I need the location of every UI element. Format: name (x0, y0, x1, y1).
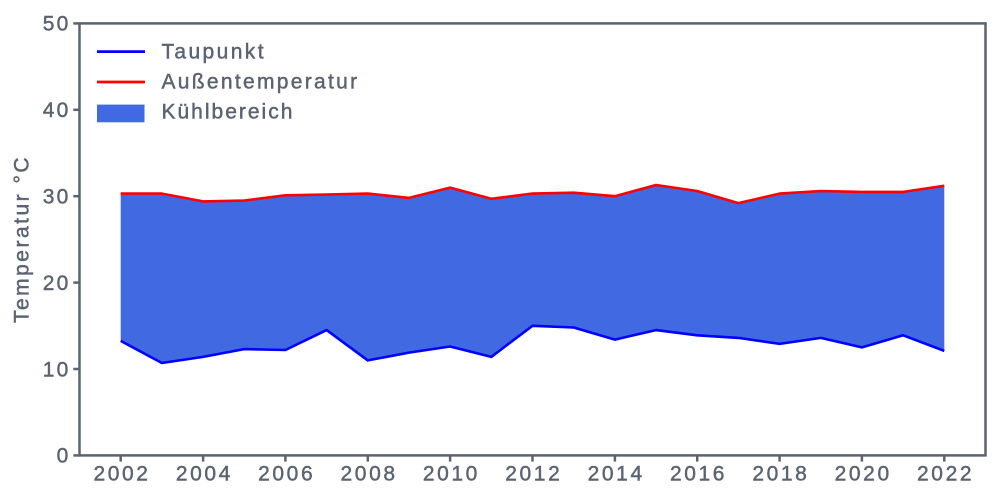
svg-text:2010: 2010 (423, 463, 480, 486)
svg-text:40: 40 (43, 99, 71, 122)
svg-text:Temperatur °C: Temperatur °C (11, 155, 34, 323)
svg-text:20: 20 (43, 272, 71, 295)
svg-text:2018: 2018 (752, 463, 809, 486)
svg-text:10: 10 (43, 358, 71, 381)
svg-text:Außentemperatur: Außentemperatur (162, 71, 360, 94)
svg-text:2006: 2006 (258, 463, 315, 486)
svg-text:2014: 2014 (588, 463, 645, 486)
svg-text:50: 50 (43, 13, 71, 36)
svg-text:2008: 2008 (341, 463, 398, 486)
svg-text:Taupunkt: Taupunkt (162, 41, 266, 64)
svg-text:2002: 2002 (93, 463, 150, 486)
svg-text:2004: 2004 (176, 463, 233, 486)
svg-text:2020: 2020 (835, 463, 892, 486)
svg-text:0: 0 (57, 445, 71, 468)
svg-text:2016: 2016 (670, 463, 727, 486)
svg-text:30: 30 (43, 186, 71, 209)
svg-text:Kühlbereich: Kühlbereich (162, 101, 295, 124)
svg-text:2012: 2012 (505, 463, 562, 486)
svg-text:2022: 2022 (917, 463, 974, 486)
